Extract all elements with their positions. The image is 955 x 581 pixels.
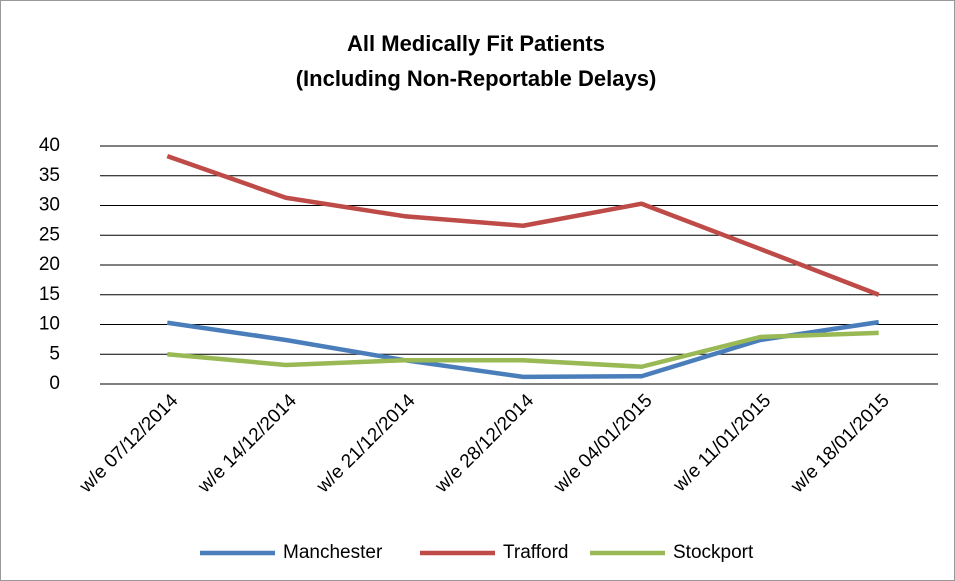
y-tick-label: 35 [39, 165, 60, 186]
y-tick-label: 10 [39, 314, 60, 335]
y-tick-label: 15 [39, 284, 60, 305]
y-tick-label: 20 [39, 254, 60, 275]
series-line [167, 330, 879, 369]
y-tick-label: 0 [49, 373, 60, 394]
y-tick-label: 40 [39, 135, 60, 156]
series-line [166, 319, 880, 380]
y-tick-label: 5 [49, 343, 60, 364]
legend-label: Trafford [503, 542, 568, 563]
legend-label: Stockport [673, 542, 754, 563]
chart-title: (Including Non-Reportable Delays) [296, 66, 657, 91]
legend-label: Manchester [283, 542, 383, 563]
y-tick-label: 30 [39, 195, 60, 216]
chart-title: All Medically Fit Patients [347, 31, 605, 56]
y-tick-label: 25 [39, 224, 60, 245]
series-line [166, 153, 880, 297]
